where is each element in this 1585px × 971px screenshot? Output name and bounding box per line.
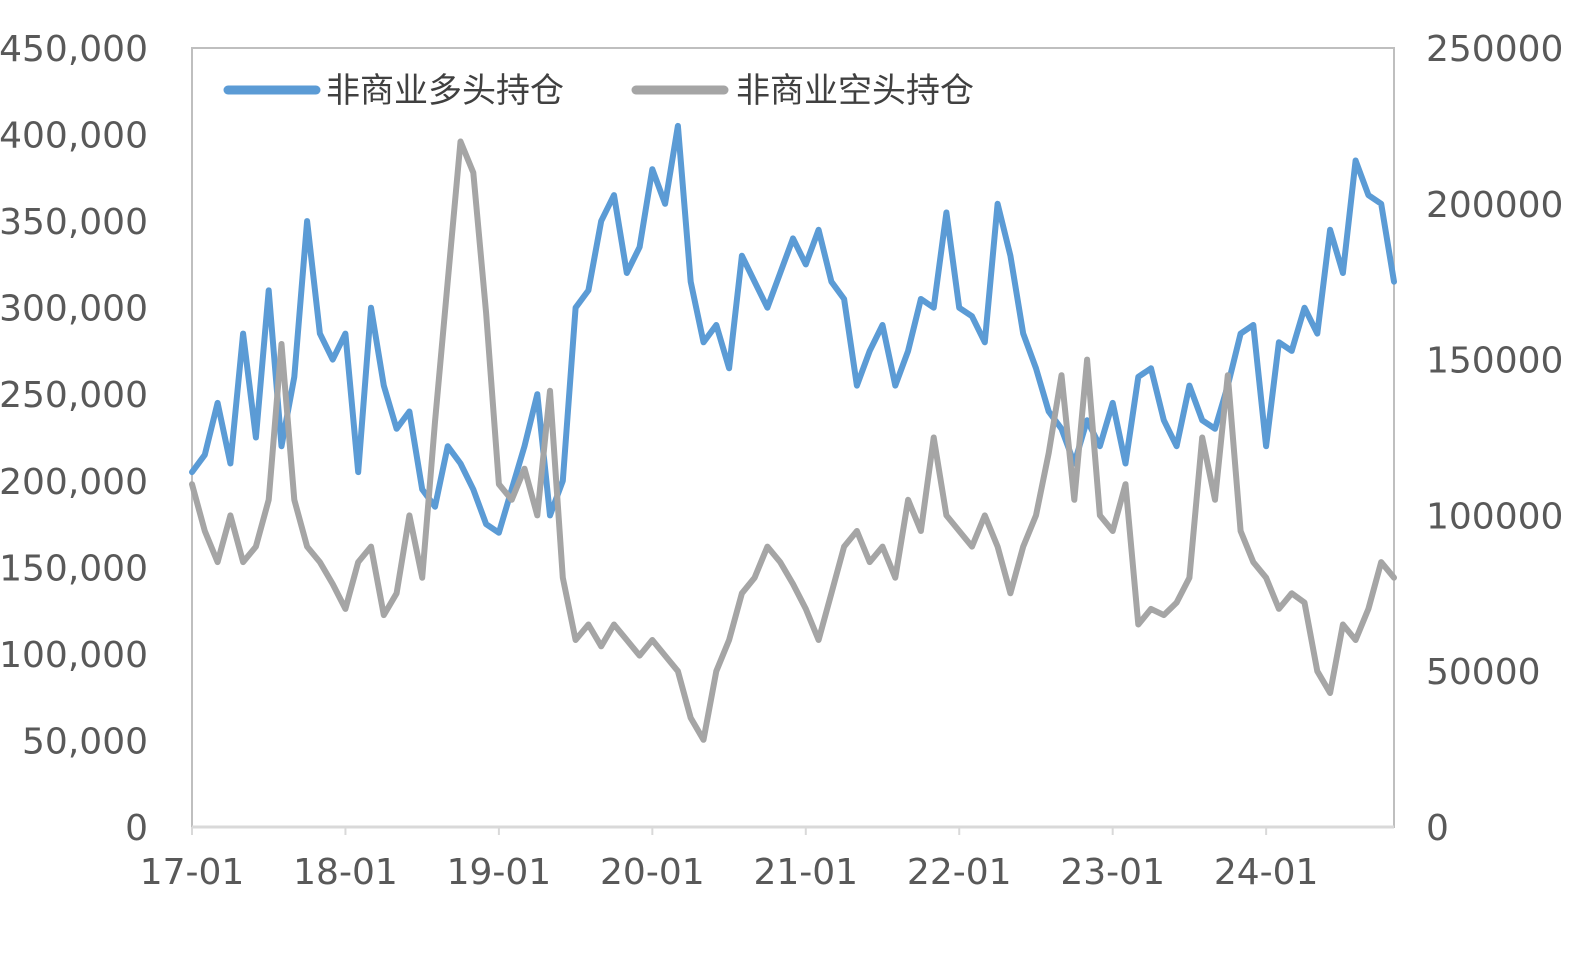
left-y-axis: 0 50,000 100,000 150,000 200,000 250,000 300,0…: [0, 29, 148, 849]
left-tick-label: 0: [125, 808, 148, 849]
x-tick-label: 18-01: [293, 852, 398, 893]
right-tick-label: 0: [1426, 808, 1449, 849]
plot-frame: [191, 47, 1395, 828]
right-tick-label: 50000: [1426, 652, 1541, 693]
series-layer: [189, 122, 1397, 743]
x-tick-label: 22-01: [907, 852, 1012, 893]
left-tick-label: 150,000: [0, 548, 148, 589]
x-tick-label: 17-01: [140, 852, 245, 893]
left-tick-label: 50,000: [22, 721, 148, 762]
left-tick-label: 350,000: [0, 202, 148, 243]
left-tick-label: 200,000: [0, 462, 148, 503]
x-tick-label: 21-01: [753, 852, 858, 893]
left-tick-label: 450,000: [0, 29, 148, 70]
right-tick-label: 250000: [1426, 29, 1563, 70]
legend: 非商业多头持仓 非商业空头持仓: [223, 71, 974, 111]
left-tick-label: 400,000: [0, 116, 148, 157]
x-tick-label: 23-01: [1060, 852, 1165, 893]
right-tick-label: 200000: [1426, 185, 1563, 226]
left-tick-label: 250,000: [0, 375, 148, 416]
legend-label-long: 非商业多头持仓: [326, 71, 564, 111]
x-tick-label: 24-01: [1214, 852, 1319, 893]
legend-label-short: 非商业空头持仓: [736, 71, 974, 111]
right-tick-label: 150000: [1426, 341, 1563, 382]
left-tick-label: 300,000: [0, 289, 148, 330]
left-tick-label: 100,000: [0, 635, 148, 676]
x-tick-label: 20-01: [600, 852, 705, 893]
right-tick-label: 100000: [1426, 496, 1563, 537]
series-line-short: [189, 138, 1397, 743]
x-axis: 17-01 18-01 19-01 20-01 21-01 22-01 23-01 24-01: [140, 827, 1319, 893]
right-y-axis: 0 50000 100000 150000 200000 250000: [1426, 29, 1563, 849]
x-tick-label: 19-01: [447, 852, 552, 893]
series-line-long: [189, 122, 1397, 536]
